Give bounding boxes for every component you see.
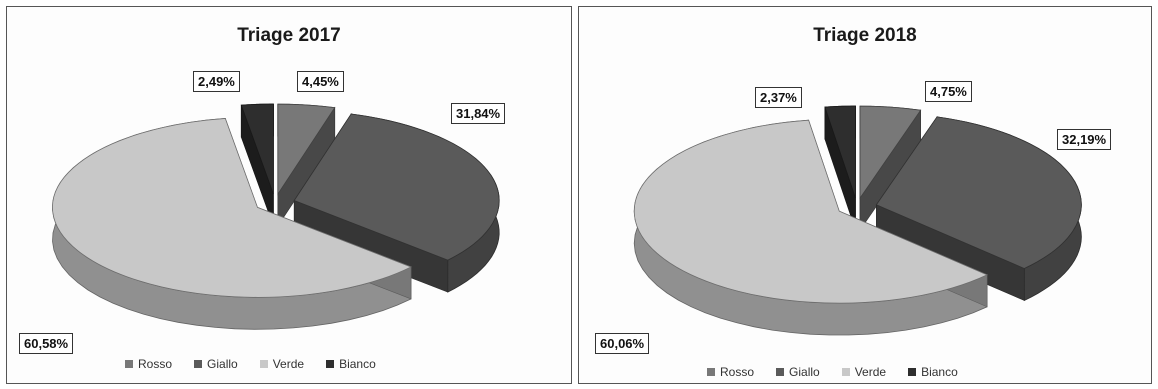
chart-legend: Rosso Giallo Verde Bianco [707, 365, 958, 379]
legend-item-bianco: Bianco [908, 365, 958, 379]
data-label-rosso: 4,45% [297, 71, 344, 92]
chart-panel-2017: Triage 2017 4,45% 31,84% 60,58% 2,49% Ro… [6, 6, 572, 384]
data-label-verde: 60,06% [595, 333, 650, 354]
pie-slice-rosso [859, 105, 922, 200]
data-label-bianco: 2,49% [193, 71, 240, 92]
chart-title: Triage 2017 [237, 25, 341, 46]
data-label-giallo: 32,19% [1057, 129, 1112, 150]
chart-panel-2018: Triage 2018 4,75% 32,19% 60,06% 2,37% Ro… [578, 6, 1152, 384]
data-label-giallo: 31,84% [451, 103, 506, 124]
pie-chart-2017 [52, 103, 500, 330]
pie-slice-rosso [277, 103, 336, 196]
pie-chart-2018 [633, 105, 1082, 336]
legend-item-verde: Verde [259, 357, 304, 371]
chart-title: Triage 2018 [813, 25, 917, 46]
data-label-bianco: 2,37% [755, 87, 802, 108]
data-label-verde: 60,58% [19, 333, 74, 354]
legend-item-rosso: Rosso [707, 365, 754, 379]
legend-item-giallo: Giallo [194, 357, 238, 371]
legend-item-giallo: Giallo [776, 365, 820, 379]
pie-slice-giallo [875, 116, 1082, 269]
pie-slice-verde [52, 118, 413, 298]
legend-item-verde: Verde [841, 365, 886, 379]
legend-item-bianco: Bianco [326, 357, 376, 371]
pie-slice-giallo [293, 113, 500, 261]
pie-slice-bianco [824, 105, 856, 199]
legend-item-rosso: Rosso [125, 357, 172, 371]
chart-legend: Rosso Giallo Verde Bianco [125, 357, 376, 371]
pie-slice-bianco [240, 103, 274, 195]
pie-slice-verde [633, 119, 989, 304]
data-label-rosso: 4,75% [925, 81, 972, 102]
